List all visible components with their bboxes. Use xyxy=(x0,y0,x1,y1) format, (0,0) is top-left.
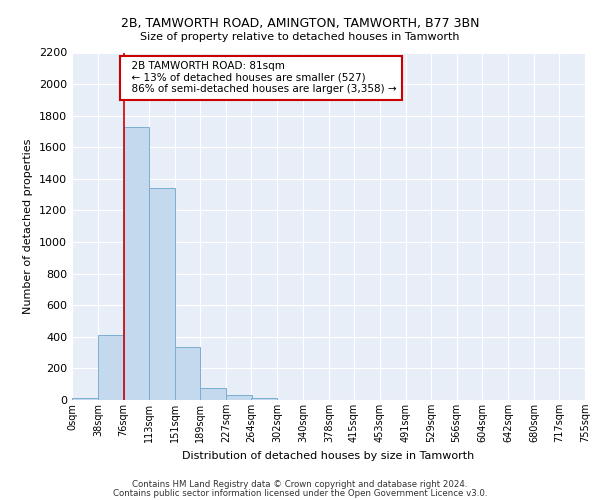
Bar xyxy=(175,347,200,400)
Bar xyxy=(72,398,98,400)
X-axis label: Distribution of detached houses by size in Tamworth: Distribution of detached houses by size … xyxy=(182,450,475,460)
Bar xyxy=(200,388,226,400)
Text: 2B TAMWORTH ROAD: 81sqm
  ← 13% of detached houses are smaller (527)
  86% of se: 2B TAMWORTH ROAD: 81sqm ← 13% of detache… xyxy=(125,61,397,94)
Bar xyxy=(226,396,252,400)
Bar xyxy=(149,188,175,400)
Text: Contains public sector information licensed under the Open Government Licence v3: Contains public sector information licen… xyxy=(113,489,487,498)
Y-axis label: Number of detached properties: Number of detached properties xyxy=(23,138,34,314)
Text: Size of property relative to detached houses in Tamworth: Size of property relative to detached ho… xyxy=(140,32,460,42)
Bar xyxy=(124,126,149,400)
Text: 2B, TAMWORTH ROAD, AMINGTON, TAMWORTH, B77 3BN: 2B, TAMWORTH ROAD, AMINGTON, TAMWORTH, B… xyxy=(121,18,479,30)
Bar xyxy=(251,398,277,400)
Bar xyxy=(98,335,124,400)
Text: Contains HM Land Registry data © Crown copyright and database right 2024.: Contains HM Land Registry data © Crown c… xyxy=(132,480,468,489)
